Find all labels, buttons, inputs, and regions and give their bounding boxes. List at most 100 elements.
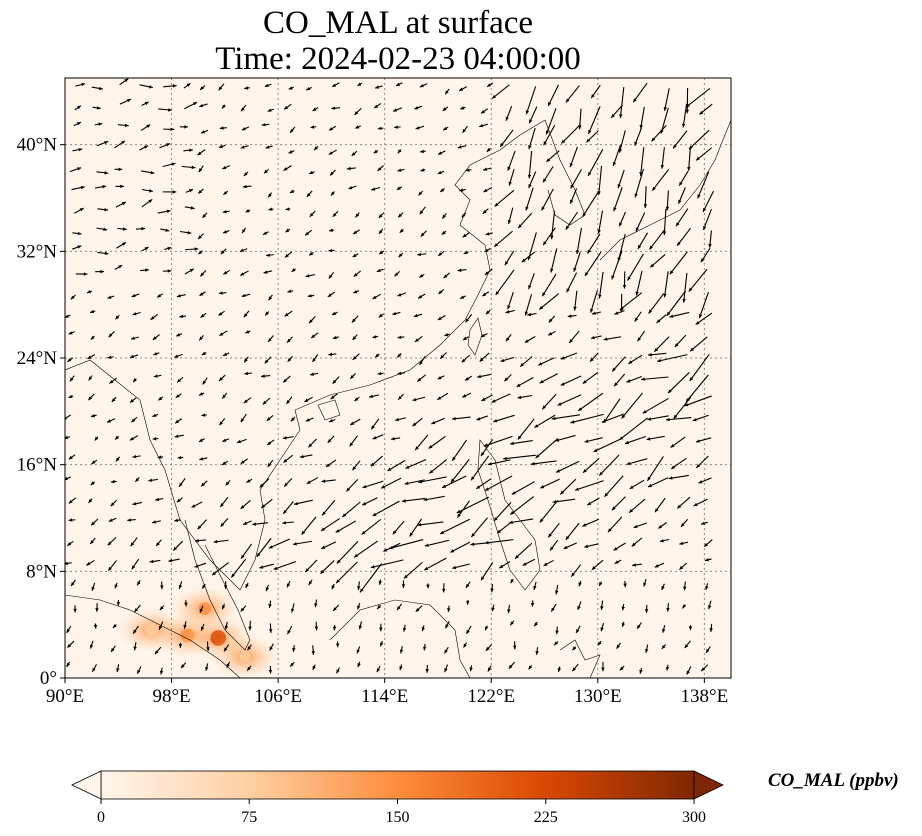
wind-vector-shaft [525,86,537,115]
wind-vector-head [184,125,188,129]
wind-vector-head [658,524,663,529]
wind-vector-head [240,505,245,509]
wind-vector-head [351,152,356,156]
wind-vector-head [497,529,502,534]
wind-vector-shaft [561,124,581,144]
wind-vector-head [212,571,217,576]
wind-vector-head [654,508,659,513]
wind-vector-head [396,186,401,190]
wind-vector-head [619,114,623,119]
x-tick-label: 114°E [361,686,408,707]
wind-vector-head [668,476,673,480]
wind-vector-head [503,456,507,461]
wind-vector-shaft [566,272,578,293]
wind-vector-head [590,335,595,340]
wind-vector-head [578,407,583,411]
wind-vector-head [245,583,249,588]
wind-vector-head [600,627,604,632]
wind-vector-head [350,421,355,425]
chart-subtitle: Time: 2024-02-23 04:00:00 [215,41,581,77]
wind-vector-shaft [320,517,340,532]
coastline-taiwan [467,317,483,356]
wind-vector-head [621,606,625,611]
wind-vector-head [331,585,335,590]
wind-vector-head [174,434,179,438]
wind-vector-head [351,318,356,323]
wind-vector-shaft [470,517,488,538]
wind-vector-head [243,172,248,177]
wind-vector-head [133,646,137,651]
wind-vector-head [326,463,330,467]
wind-vector-head [465,318,470,323]
wind-vector-shaft [528,150,533,179]
wind-vector-head [172,84,177,88]
wind-vector-head [476,417,481,421]
wind-vector-head [373,149,378,154]
wind-vector-head [508,520,513,525]
wind-vector-head [591,566,596,570]
wind-vector-head [505,310,510,314]
wind-vector-head [688,626,693,631]
wind-vector-head [689,377,694,382]
wind-vector-head [584,544,589,548]
wind-vector-head [100,269,105,274]
wind-vector-head [167,246,172,251]
wind-vector-head [287,630,291,635]
coastline-mainland [65,119,546,591]
wind-vector-head [357,82,362,86]
wind-vector-head [548,102,552,107]
co-hotspot [239,651,251,663]
wind-vector-head [67,643,72,648]
wind-vector-shaft [335,520,357,533]
wind-vector-shaft [517,418,535,440]
wind-vector-head [463,250,468,254]
wind-vector-head [314,146,318,151]
wind-vector-shaft [627,253,644,281]
wind-vector-head [682,604,686,609]
wind-vector-head [282,521,287,525]
wind-vector-head [443,274,448,279]
wind-vector-head [633,524,638,529]
wind-vector-head [378,580,383,585]
wind-vector-head [705,585,709,590]
wind-vector-head [263,270,268,274]
wind-vector-head [440,188,445,192]
wind-vector-head [94,436,99,441]
wind-vector-head [493,517,498,522]
wind-vector-head [657,358,662,363]
wind-vector-head [527,256,531,261]
wind-vector-head [153,352,158,356]
wind-vector-head [662,628,666,633]
wind-vector-head [252,522,257,526]
wind-vector-head [241,554,245,559]
wind-vector-head [286,400,291,404]
wind-vector-head [440,354,444,359]
wind-vector-head [684,403,689,407]
wind-vector-head [463,643,467,648]
wind-vector-head [290,417,295,422]
coastline-japan [599,119,731,261]
wind-vector-head [641,377,645,381]
wind-vector-head [330,395,335,400]
wind-vector-head [459,87,464,91]
wind-vector-head [66,662,70,667]
wind-vector-shaft [559,478,577,495]
wind-vector-head [150,170,155,175]
wind-vector-shaft [335,561,358,584]
wind-vector-head [685,398,690,402]
wind-vector-shaft [624,435,647,445]
wind-vector-shaft [598,165,603,195]
wind-vector-head [218,312,223,316]
wind-vector-head [401,584,406,589]
wind-vector-head [696,156,700,161]
wind-vector-head [422,646,427,651]
wind-vector-head [321,545,326,549]
wind-vector-shaft [557,394,582,406]
wind-vector-head [352,253,357,258]
wind-vector-head [352,466,357,471]
wind-vector-head [438,252,443,256]
wind-vector-head [348,186,353,190]
wind-vector-head [218,144,223,148]
wind-vector-head [111,648,115,652]
wind-vector-head [424,543,429,547]
